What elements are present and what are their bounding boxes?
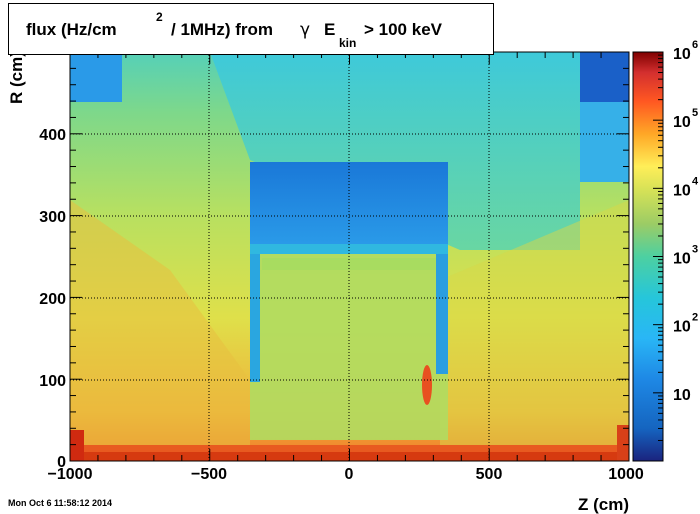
title-subscript: kin [339, 36, 357, 50]
title-superscript: 2 [156, 10, 163, 24]
y-axis-title: R (cm) [7, 51, 26, 104]
y-tick-label: 0 [57, 454, 66, 471]
x-tick-label: −1000 [48, 466, 93, 483]
colorbar-tick-label: 10 [673, 114, 691, 131]
heatmap [70, 52, 629, 461]
title-part3: > 100 keV [364, 20, 442, 39]
title-box: flux (Hz/cm 2 / 1MHz) from γ E kin > 100… [8, 3, 494, 55]
y-tick-label: 200 [39, 291, 66, 308]
colorbar-tick-label: 10 [673, 182, 691, 199]
y-tick-label: 300 [39, 209, 66, 226]
timestamp: Mon Oct 6 11:58:12 2014 [8, 498, 113, 508]
colorbar-tick-label: 10 [673, 251, 691, 268]
colorbar-tick-exponent: 5 [692, 107, 698, 119]
colorbar-tick-exponent: 4 [692, 175, 699, 187]
x-tick-label: 0 [345, 466, 354, 483]
title-part2: / 1MHz) from [171, 20, 273, 39]
grid [70, 52, 629, 461]
x-tick-label: 1000 [608, 466, 644, 483]
x-tick-label: −500 [191, 466, 227, 483]
title-E: E [324, 20, 336, 39]
y-tick-label: 400 [39, 127, 66, 144]
colorbar-tick-label: 10 [673, 387, 691, 404]
x-axis-title: Z (cm) [578, 495, 629, 514]
colorbar-tick-label: 10 [673, 46, 691, 63]
x-tick-label: 500 [476, 466, 503, 483]
colorbar-tick-label: 10 [673, 319, 691, 336]
colorbar-tick-exponent: 3 [692, 244, 698, 256]
y-tick-label: 100 [39, 373, 66, 390]
colorbar-tick-exponent: 2 [692, 312, 698, 324]
colorbar-ticks [653, 54, 663, 462]
title-part1: flux (Hz/cm [26, 20, 117, 39]
title-gamma: γ [300, 20, 311, 40]
colorbar-tick-exponent: 6 [692, 39, 698, 51]
